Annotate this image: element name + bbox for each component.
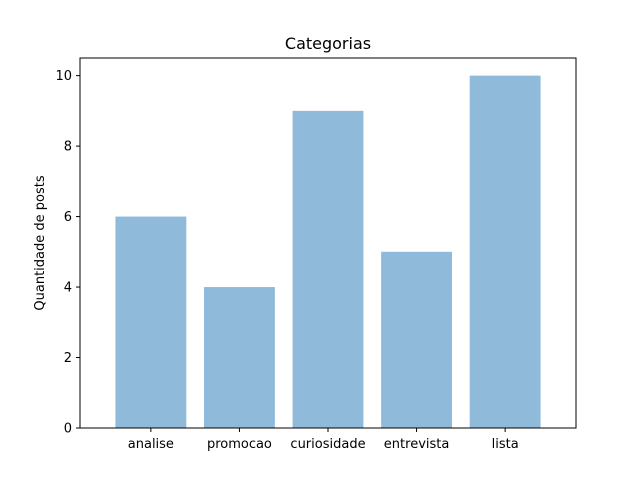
bar-lista	[469, 75, 541, 428]
chart-title: Categorias	[285, 34, 371, 53]
y-tick-label: 0	[64, 422, 72, 437]
bar-entrevista	[381, 251, 452, 428]
y-tick-label: 6	[64, 210, 72, 225]
x-tick-label: entrevista	[384, 437, 450, 452]
y-axis-label: Quantidade de posts	[33, 175, 48, 310]
x-tick-label: analise	[128, 437, 174, 452]
x-ticks-layer: analise promocao curiosidade entrevista list…	[128, 428, 519, 452]
bar-analise	[115, 216, 187, 428]
x-tick-label: promocao	[207, 437, 272, 452]
y-ticks-layer: 0 2 4 6 8 10	[55, 69, 80, 437]
bar-curiosidade	[292, 110, 364, 428]
plot-frame	[79, 57, 577, 429]
y-tick-label: 8	[64, 140, 72, 155]
bars-layer	[115, 75, 541, 428]
y-tick-label: 10	[55, 69, 72, 84]
x-tick-label: lista	[492, 437, 519, 452]
bar-promocao	[204, 287, 275, 428]
x-tick-label: curiosidade	[290, 437, 365, 452]
y-tick-label: 2	[64, 351, 72, 366]
y-tick-label: 4	[64, 281, 72, 296]
